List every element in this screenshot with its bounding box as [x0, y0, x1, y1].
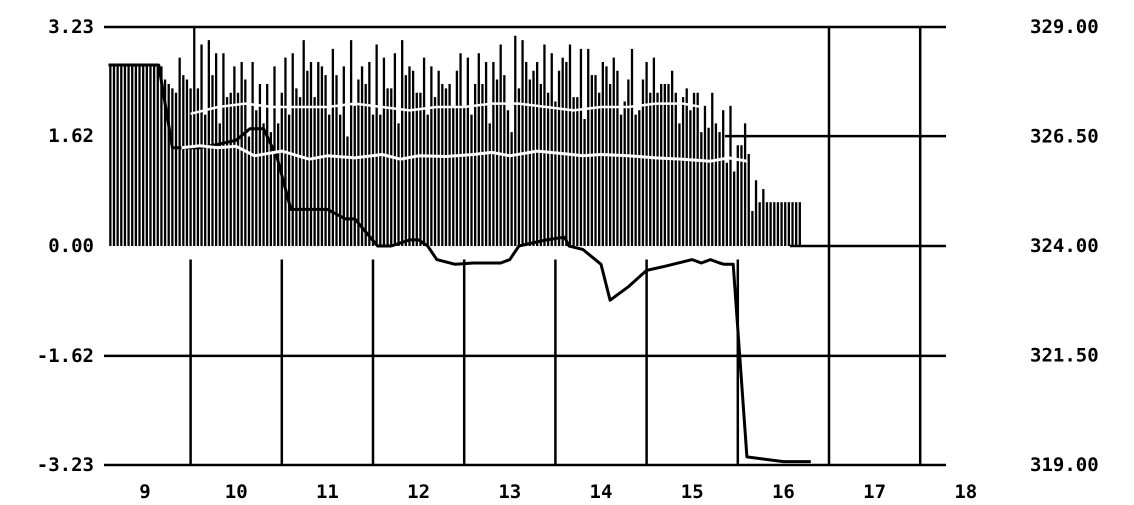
x-tick-label: 16	[772, 481, 795, 503]
series-line	[190, 102, 702, 116]
bar-series	[109, 27, 801, 246]
series-line	[108, 63, 811, 464]
y-tick-label: 1.62	[48, 125, 94, 147]
x-tick-label: 13	[498, 481, 521, 503]
y-axis-right: 329.00 326.50 324.00 321.50 319.00	[1030, 16, 1099, 476]
y2-tick-label: 319.00	[1030, 454, 1099, 476]
y-tick-label: 0.00	[48, 235, 94, 257]
x-tick-label: 11	[316, 481, 339, 503]
x-tick-label: 17	[863, 481, 886, 503]
x-tick-label: 9	[139, 481, 150, 503]
x-tick-label: 10	[225, 481, 248, 503]
y-tick-label: -1.62	[37, 345, 94, 367]
y-axis-left: 3.23 1.62 0.00 -1.62 -3.23	[37, 16, 94, 476]
y2-tick-label: 321.50	[1030, 345, 1099, 367]
line-series	[108, 63, 811, 464]
y2-tick-label: 329.00	[1030, 16, 1099, 38]
y2-tick-label: 324.00	[1030, 235, 1099, 257]
x-tick-label: 12	[407, 481, 430, 503]
x-tick-label: 15	[681, 481, 704, 503]
grid	[104, 25, 946, 467]
series-line	[181, 144, 748, 163]
x-tick-label: 14	[590, 481, 613, 503]
y-tick-label: 3.23	[48, 16, 94, 38]
y-tick-label: -3.23	[37, 454, 94, 476]
x-axis: 9 10 11 12 13 14 15 16 17 18	[139, 481, 977, 503]
y2-tick-label: 326.50	[1030, 126, 1099, 148]
x-tick-label: 18	[954, 481, 977, 503]
